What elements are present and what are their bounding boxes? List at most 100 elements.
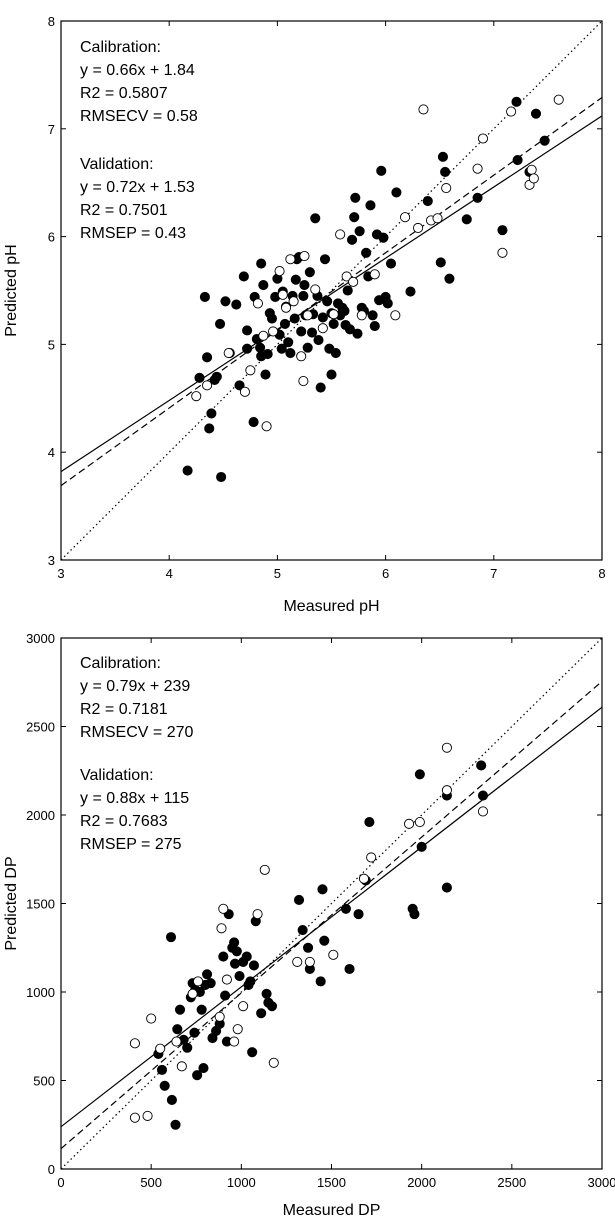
validation-point (142, 1110, 153, 1121)
calibration-point (315, 976, 326, 987)
calibration-point (313, 335, 324, 346)
y-tick-label: 2000 (26, 808, 55, 823)
validation-point (432, 213, 443, 224)
validation-point (281, 302, 292, 313)
validation-point (328, 949, 339, 960)
calibration-point (220, 990, 231, 1001)
calibration-point (350, 192, 361, 203)
calibration-point (416, 841, 427, 852)
x-tick-label: 500 (140, 1175, 162, 1190)
x-tick-label: 7 (490, 566, 497, 581)
calibration-point (391, 187, 402, 198)
validation-point (310, 284, 321, 295)
regression-line-solid (61, 706, 602, 1128)
x-tick-label: 6 (382, 566, 389, 581)
validation-point (477, 133, 489, 144)
calibration-point (317, 884, 328, 895)
calibration-point (422, 195, 433, 207)
calibration-point (211, 371, 222, 382)
validation-point (497, 247, 508, 258)
validation-point (296, 351, 307, 362)
calibration-point (477, 790, 489, 801)
y-axis-label: Predicted pH (3, 244, 20, 337)
calibration-point (220, 296, 231, 307)
calibration-point (304, 267, 315, 278)
validation-point (390, 310, 401, 321)
calibration-point (322, 296, 333, 307)
validation-point (252, 909, 263, 920)
calibration-point (202, 969, 213, 980)
calibration-point (172, 1024, 183, 1035)
calibration-point (339, 305, 350, 317)
calibration-point (234, 971, 245, 982)
calibration-stats-line: y = 0.66x + 1.84 (80, 62, 195, 79)
calibration-point (369, 321, 380, 332)
calibration-stats-line: RMSECV = 0.58 (80, 108, 198, 125)
y-tick-label: 0 (48, 1162, 55, 1177)
calibration-point (344, 963, 355, 975)
x-tick-label: 1500 (317, 1175, 346, 1190)
plot-frame (60, 20, 603, 561)
validation-point (259, 864, 270, 875)
calibration-point (330, 347, 341, 359)
validation-point (413, 222, 424, 234)
calibration-point (238, 271, 249, 282)
calibration-point (441, 882, 452, 893)
validation-point (506, 106, 517, 117)
validation-point (155, 1043, 166, 1054)
calibration-point (303, 942, 314, 953)
y-tick-label: 3000 (26, 631, 55, 646)
validation-stats-line: RMSEP = 275 (80, 836, 182, 853)
calibration-point (328, 318, 339, 329)
validation-point (366, 852, 377, 863)
y-tick-label: 7 (48, 122, 55, 137)
calibration-point (194, 372, 205, 383)
calibration-point (382, 298, 393, 309)
x-tick-label: 1000 (227, 1175, 256, 1190)
calibration-point (156, 1064, 168, 1075)
calibration-point (444, 273, 455, 284)
validation-point (526, 164, 537, 175)
y-tick-label: 500 (33, 1074, 55, 1089)
x-axis-label: Measured pH (283, 598, 379, 615)
calibration-point (202, 352, 213, 363)
calibration-point (266, 313, 278, 324)
calibration-point (192, 1070, 203, 1081)
validation-point (341, 271, 352, 282)
validation-point (129, 1112, 140, 1123)
calibration-point (261, 988, 272, 999)
validation-point (441, 785, 452, 796)
regression-line-dashed (61, 97, 602, 487)
calibration-point (159, 1080, 170, 1091)
calibration-point (256, 1008, 267, 1019)
validation-point (268, 1057, 279, 1068)
calibration-point (260, 369, 271, 380)
validation-point (176, 1061, 187, 1072)
calibration-point (378, 232, 389, 243)
x-tick-label: 3000 (588, 1175, 615, 1190)
y-tick-label: 6 (48, 230, 55, 245)
validation-point (403, 818, 415, 829)
calibration-point (530, 108, 542, 119)
regression-line-solid (61, 115, 602, 473)
y-tick-label: 1500 (26, 897, 55, 912)
calibration-point (189, 1027, 200, 1038)
calibration-point (199, 291, 210, 303)
x-tick-label: 8 (598, 566, 605, 581)
validation-point (193, 976, 204, 987)
validation-point (218, 903, 229, 914)
x-tick-label: 3 (57, 566, 64, 581)
validation-point (274, 266, 285, 277)
x-tick-label: 0 (57, 1175, 64, 1190)
calibration-point (204, 423, 215, 434)
validation-point (298, 376, 309, 387)
validation-stats-line: R2 = 0.7501 (80, 202, 168, 219)
calibration-point (231, 946, 242, 957)
calibration-point (165, 932, 177, 943)
y-tick-label: 2500 (26, 720, 55, 735)
validation-point (187, 988, 198, 999)
validation-point (258, 330, 269, 341)
x-axis-label: Measured DP (283, 1202, 381, 1219)
y-tick-label: 4 (48, 445, 55, 460)
chart-panel-2: 0 500 1000 1500 2000 2500 3000 0 500 1000 1500 2000… (3, 631, 615, 1219)
